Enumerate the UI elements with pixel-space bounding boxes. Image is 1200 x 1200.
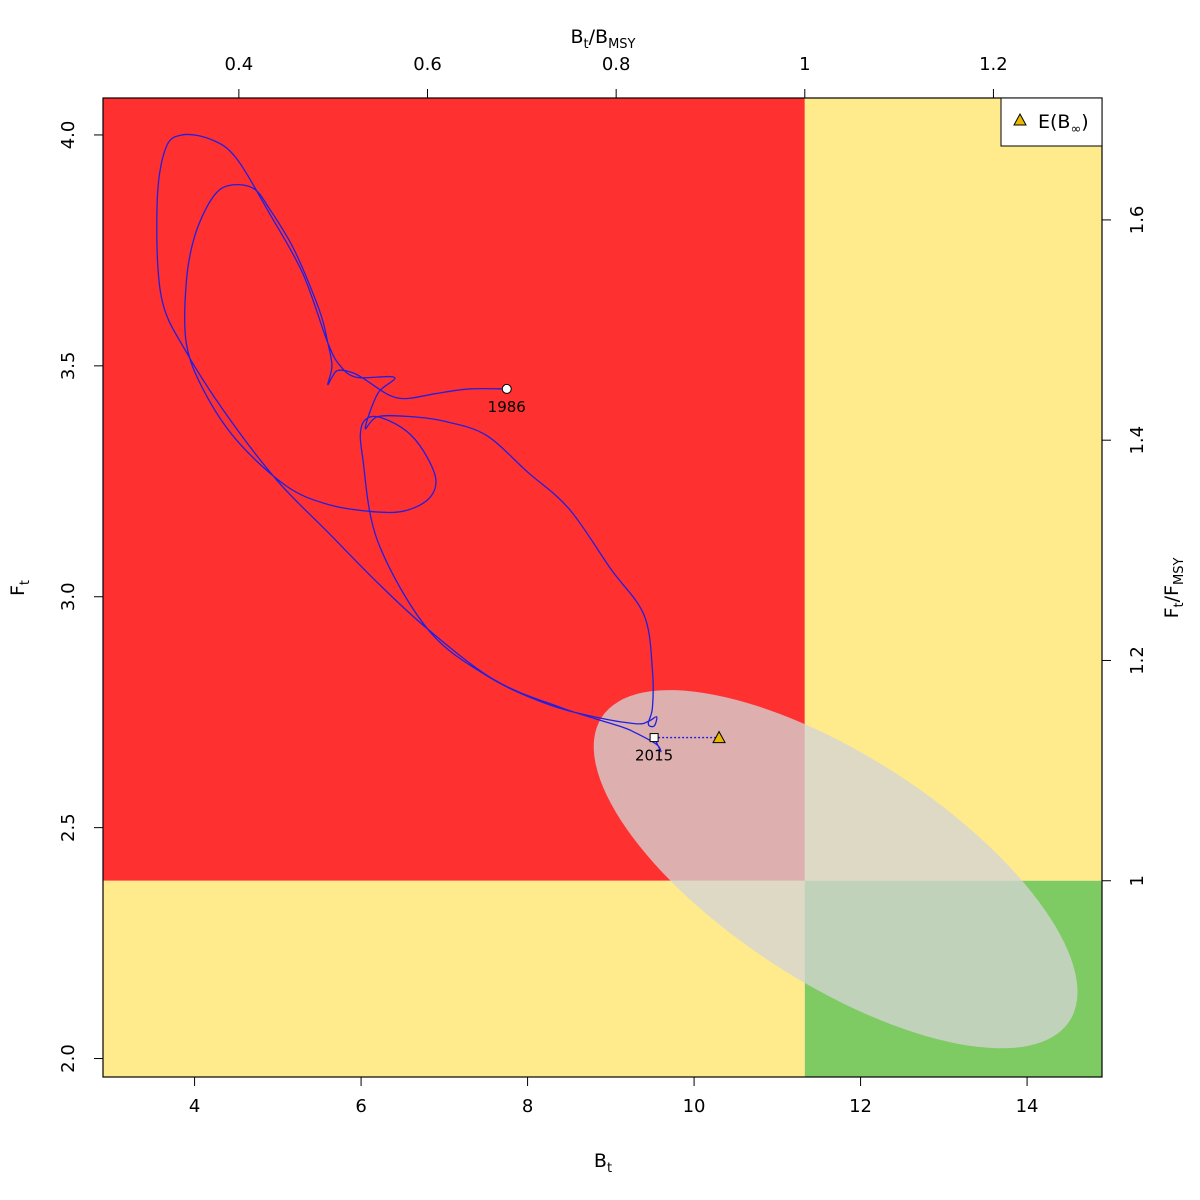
y-right-tick-label: 1.6 bbox=[1127, 206, 1148, 235]
y-tick-label: 3.5 bbox=[58, 352, 79, 381]
y-right-tick-label: 1.2 bbox=[1127, 646, 1148, 675]
x-top-tick-label: 1 bbox=[799, 54, 810, 75]
x-tick-label: 8 bbox=[522, 1096, 533, 1117]
x-tick-label: 6 bbox=[355, 1096, 366, 1117]
x-top-tick-label: 0.4 bbox=[225, 54, 254, 75]
y-tick-label: 2.0 bbox=[58, 1044, 79, 1073]
x-top-tick-label: 0.6 bbox=[413, 54, 442, 75]
legend-box bbox=[1000, 97, 1103, 147]
y-right-tick-label: 1.4 bbox=[1127, 426, 1148, 455]
x-top-tick-label: 0.8 bbox=[602, 54, 631, 75]
y-axis-right: 1 1.2 1.4 1.6 bbox=[1102, 206, 1148, 886]
plot-frame bbox=[102, 97, 1103, 1078]
x-top-tick-label: 1.2 bbox=[979, 54, 1008, 75]
y-axis-right-title: Ft/FMSY bbox=[1161, 558, 1187, 619]
expected-equilibrium-marker bbox=[712, 730, 726, 744]
x-axis-bottom: 4 6 8 10 12 14 bbox=[189, 1077, 1039, 1117]
start-year-label: 1986 bbox=[488, 398, 526, 416]
end-year-marker bbox=[649, 733, 659, 743]
confidence-ellipse bbox=[593, 690, 1078, 1049]
y-axis-left: 2.0 2.5 3.0 3.5 4.0 bbox=[58, 121, 103, 1073]
x-axis-top: 0.4 0.6 0.8 1 1.2 bbox=[225, 54, 1008, 98]
y-axis-title: Ft bbox=[7, 580, 33, 596]
x-axis-top-title: Bt/BMSY bbox=[570, 26, 635, 52]
x-tick-label: 4 bbox=[189, 1096, 200, 1117]
x-tick-label: 14 bbox=[1016, 1096, 1039, 1117]
overfished-zone-lower-left bbox=[103, 880, 805, 1077]
x-axis-title: Bt bbox=[594, 1150, 612, 1176]
legend-label: E(B∞) bbox=[1038, 111, 1089, 137]
x-tick-label: 10 bbox=[683, 1096, 706, 1117]
trajectory-line bbox=[156, 133, 662, 753]
y-tick-label: 2.5 bbox=[58, 813, 79, 842]
y-tick-label: 4.0 bbox=[58, 121, 79, 150]
x-tick-label: 12 bbox=[849, 1096, 872, 1117]
end-year-label: 2015 bbox=[635, 747, 673, 765]
start-year-marker bbox=[501, 383, 512, 394]
legend-triangle-icon bbox=[1013, 112, 1027, 126]
legend: E(B∞) bbox=[1000, 97, 1103, 147]
y-right-tick-label: 1 bbox=[1127, 875, 1148, 886]
y-tick-label: 3.0 bbox=[58, 582, 79, 611]
